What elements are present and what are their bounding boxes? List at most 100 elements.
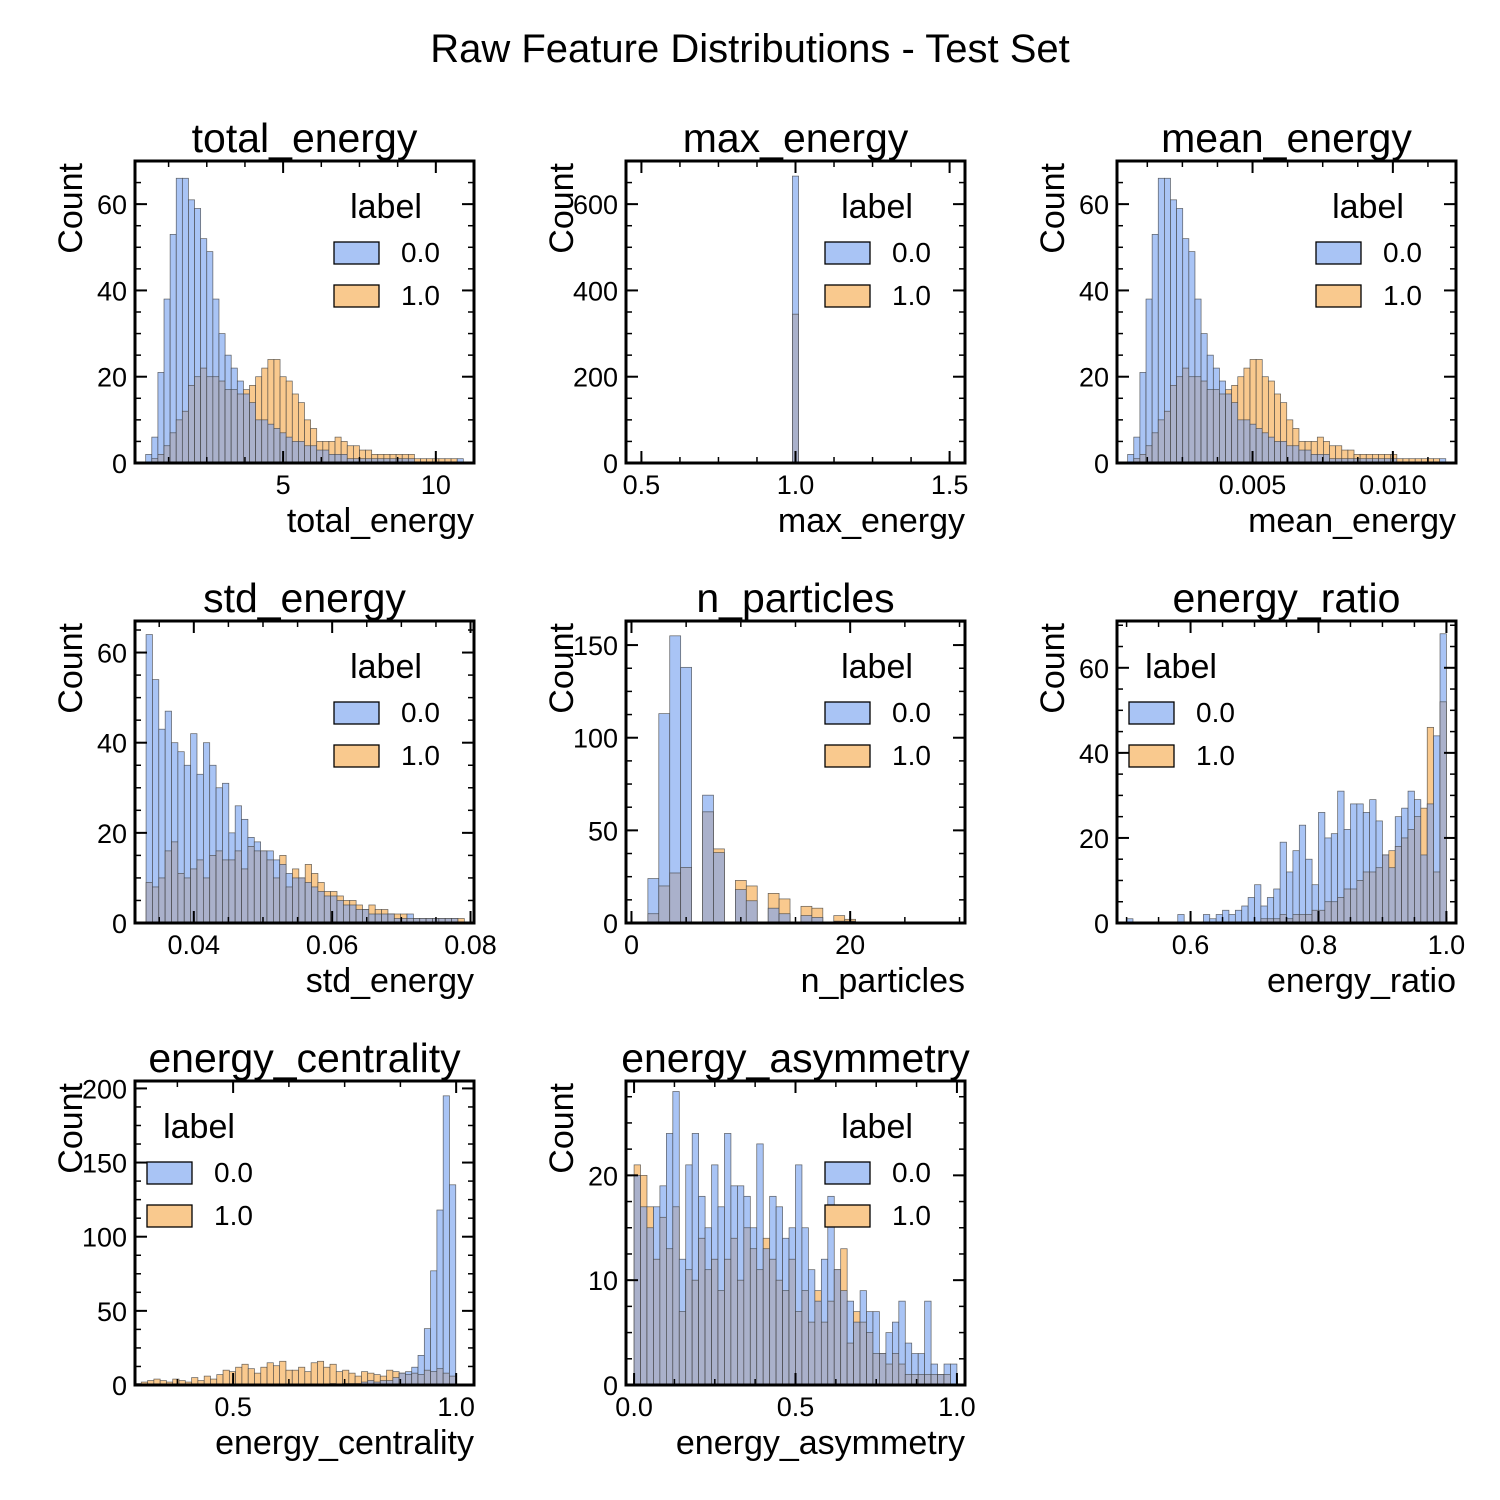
y-tick-label: 50 <box>588 816 618 846</box>
bar-overlap <box>717 1290 725 1385</box>
legend-swatch-0 <box>824 701 871 725</box>
subplot-title: energy_centrality <box>148 1035 461 1081</box>
y-tick-label: 20 <box>97 363 127 393</box>
legend-swatch-0 <box>824 241 871 265</box>
figure-title: Raw Feature Distributions - Test Set <box>430 27 1070 71</box>
bar-series-1.0 <box>811 907 824 923</box>
bar-overlap <box>730 1237 738 1385</box>
bar-overlap <box>158 877 166 923</box>
ticks: 0.04 0.06 0.08 0 20 40 60 <box>97 621 497 960</box>
legend-entry-label: 1.0 <box>214 1200 253 1231</box>
legend-swatch-1 <box>1128 744 1175 768</box>
x-tick-label: 0.5 <box>214 1392 252 1422</box>
bar-overlap <box>298 877 306 923</box>
ticks: 0 20 0 50 100 150 <box>573 621 965 960</box>
bar-overlap <box>215 850 223 923</box>
legend: label 0.0 1.0 <box>824 188 931 311</box>
legend-entry-label: 1.0 <box>892 1200 931 1231</box>
bar-series-1.0 <box>241 1363 249 1385</box>
bar-series-0.0 <box>1234 909 1243 923</box>
x-tick-label: 1.0 <box>777 470 815 500</box>
bar-overlap <box>196 859 204 923</box>
legend-swatch-1 <box>333 744 380 768</box>
bar-overlap <box>1304 449 1312 463</box>
bar-overlap <box>859 1321 867 1385</box>
bar-series-1.0 <box>323 1366 331 1385</box>
bar-overlap <box>247 846 255 923</box>
bar-overlap <box>273 428 281 463</box>
x-tick-label: 0.6 <box>1172 930 1210 960</box>
bars-max_energy <box>792 175 799 463</box>
y-tick-label: 600 <box>573 190 618 220</box>
bar-overlap <box>658 885 671 923</box>
bar-overlap <box>1394 846 1402 923</box>
bar-overlap <box>782 1290 790 1385</box>
x-tick-label: 0 <box>624 930 639 960</box>
bar-overlap <box>145 882 153 923</box>
y-tick-label: 50 <box>97 1297 127 1327</box>
subplot-energy_asymmetry: 0.0 0.5 1.0 0 10 20 energy_asymmetry energy_asy… <box>543 1035 976 1462</box>
bar-overlap <box>355 909 363 923</box>
legend: label 0.0 1.0 <box>824 1108 931 1231</box>
legend-entry-label: 0.0 <box>401 697 440 728</box>
bar-overlap <box>792 313 799 463</box>
bar-overlap <box>879 1353 887 1385</box>
y-tick-label: 100 <box>573 724 618 754</box>
bar-overlap <box>260 850 268 923</box>
legend-swatch-1 <box>1315 284 1362 308</box>
x-tick-label: 10 <box>421 470 451 500</box>
ticks: 0.005 0.010 0 20 40 60 <box>1079 160 1456 500</box>
bar-overlap <box>846 1342 854 1385</box>
bar-series-0.0 <box>1151 233 1159 463</box>
bar-overlap <box>898 1363 906 1385</box>
bar-overlap <box>181 410 189 463</box>
bar-overlap <box>704 1269 712 1385</box>
y-axis-label: Count <box>52 1082 90 1173</box>
x-axis-label: energy_centrality <box>215 1424 474 1462</box>
y-tick-label: 40 <box>97 729 127 759</box>
x-tick-label: 0.5 <box>623 470 661 500</box>
y-tick-label: 0 <box>1094 449 1109 479</box>
bar-overlap <box>234 850 242 923</box>
bar-overlap <box>218 380 226 463</box>
bar-overlap <box>1420 854 1428 923</box>
bar-series-0.0 <box>430 1270 438 1385</box>
bar-overlap <box>775 1279 783 1385</box>
bar-overlap <box>1407 829 1415 923</box>
bar-overlap <box>1274 441 1281 463</box>
legend-entry-label: 0.0 <box>892 1157 931 1188</box>
subplot-title: energy_asymmetry <box>621 1035 970 1081</box>
bar-series-0.0 <box>1318 812 1326 923</box>
bar-overlap <box>917 1374 925 1385</box>
bar-overlap <box>767 907 780 923</box>
bar-overlap <box>194 376 202 463</box>
bar-series-0.0 <box>145 634 153 923</box>
legend-entry-label: 1.0 <box>892 280 931 311</box>
bar-series-0.0 <box>1273 888 1281 923</box>
bar-overlap <box>171 841 179 923</box>
bar-series-1.0 <box>310 1362 318 1385</box>
bar-overlap <box>778 913 791 923</box>
bar-overlap <box>1280 441 1288 463</box>
bar-overlap <box>343 904 351 923</box>
bar-overlap <box>236 393 244 463</box>
y-axis-label: Count <box>52 622 90 713</box>
bar-series-0.0 <box>1241 905 1249 923</box>
bar-overlap <box>1388 867 1396 923</box>
bar-overlap <box>737 1279 745 1385</box>
bar-overlap <box>713 852 725 923</box>
legend-title: label <box>1332 188 1404 226</box>
bar-overlap <box>183 877 191 923</box>
y-tick-label: 60 <box>1079 654 1109 684</box>
y-tick-label: 0 <box>603 449 618 479</box>
bar-overlap <box>1157 419 1165 463</box>
y-tick-label: 20 <box>588 1161 618 1191</box>
bar-series-1.0 <box>235 1366 243 1385</box>
legend: label 0.0 1.0 <box>824 648 931 771</box>
bar-series-1.0 <box>317 1360 325 1385</box>
bar-overlap <box>230 389 238 463</box>
legend-swatch-0 <box>333 241 380 265</box>
bar-overlap <box>249 402 256 463</box>
bar-series-1.0 <box>778 898 791 923</box>
